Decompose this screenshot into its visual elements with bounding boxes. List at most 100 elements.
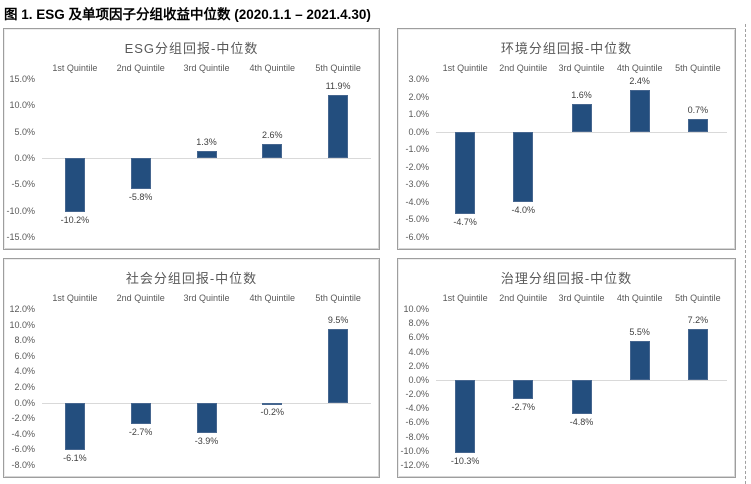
category-label: 1st Quintile [52, 63, 98, 73]
data-label: 2.4% [629, 75, 650, 86]
y-axis-tick-label: 12.0% [9, 304, 35, 314]
y-axis-tick-label: -8.0% [405, 431, 429, 442]
y-axis-tick-label: 4.0% [408, 346, 429, 357]
bar [629, 89, 650, 132]
category-label: 5th Quintile [315, 63, 361, 73]
y-axis-tick-label: 0.0% [408, 126, 429, 137]
category-label: 3rd Quintile [183, 63, 230, 73]
category-label: 3rd Quintile [183, 293, 230, 303]
chart-social-plot: 12.0% 10.0% 8.0% 6.0% 4.0% 2.0% 0.0% -2.0% -4.0%… [4, 259, 379, 477]
category-label: 4th Quintile [249, 293, 296, 303]
data-label: 11.9% [325, 81, 351, 92]
data-label: -10.3% [450, 455, 480, 466]
data-label: -10.2% [60, 214, 90, 225]
y-axis-tick-label: -4.0% [405, 196, 429, 207]
bar [455, 131, 476, 215]
figure-title: 图 1. ESG 及单项因子分组收益中位数 (2020.1.1 – 2021.4… [4, 7, 371, 22]
data-label: -0.2% [260, 407, 285, 418]
bar [64, 402, 85, 451]
category-label: 3rd Quintile [558, 63, 605, 73]
category-label: 3rd Quintile [558, 293, 605, 303]
bar [130, 402, 151, 424]
y-axis-tick-label: 8.0% [14, 335, 35, 346]
data-label: -2.7% [128, 426, 153, 437]
category-label: 1st Quintile [52, 293, 98, 303]
bar [196, 151, 217, 158]
y-axis-tick-label: 0.0% [408, 374, 429, 385]
chart-esg-title: ESG分组回报-中位数 [124, 41, 259, 56]
bar [455, 379, 476, 453]
zero-gridline [42, 158, 371, 159]
data-label: -2.7% [511, 402, 536, 413]
y-axis-tick-label: 10.0% [9, 319, 35, 330]
y-axis-tick-label: -3.0% [405, 179, 429, 190]
data-label: 2.6% [262, 130, 283, 141]
y-axis-tick-label: 2.0% [14, 382, 35, 392]
chart-environment-title: 环境分组回报-中位数 [500, 41, 633, 56]
y-axis-tick-label: 6.0% [408, 332, 429, 343]
y-axis-tick-label: -8.0% [11, 460, 35, 470]
y-axis-tick-label: 0.0% [14, 397, 35, 408]
category-label: 2nd Quintile [116, 63, 165, 73]
chart-environment-plot: 3.0% 2.0% 1.0% 0.0% -1.0% -2.0% -3.0% -4.0% -5.0… [398, 29, 735, 249]
y-axis-tick-label: 8.0% [408, 318, 429, 329]
bar [687, 328, 708, 380]
chart-governance: 治理分组回报-中位数 10.0% 8.0% 6.0% 4.0% 2.0% 0.0% -2.0… [397, 258, 736, 478]
category-label: 4th Quintile [616, 63, 663, 73]
category-label: 5th Quintile [675, 63, 721, 73]
y-axis-tick-label: -2.0% [405, 161, 429, 172]
data-label: -3.9% [194, 436, 219, 447]
category-label: 2nd Quintile [499, 293, 548, 303]
data-label: 1.3% [196, 137, 217, 148]
chart-social-title: 社会分组回报-中位数 [125, 271, 258, 286]
bar [328, 95, 349, 158]
data-label: 7.2% [687, 314, 709, 325]
bar [130, 158, 151, 189]
y-axis-tick-label: 4.0% [14, 366, 35, 377]
y-axis-tick-label: 2.0% [408, 91, 429, 102]
bar [571, 379, 592, 414]
y-axis-tick-label: -1.0% [405, 144, 429, 155]
y-axis-tick-label: -5.0% [11, 179, 35, 190]
y-axis-tick-label: 0.0% [14, 153, 35, 163]
data-label: -6.1% [63, 453, 87, 464]
y-axis-tick-label: 5.0% [14, 126, 35, 137]
category-label: 5th Quintile [675, 293, 721, 303]
y-axis-tick-label: -6.0% [405, 417, 429, 428]
data-label: -4.7% [453, 217, 477, 228]
category-label: 4th Quintile [616, 293, 663, 303]
y-axis-tick-label: -2.0% [405, 389, 429, 400]
bar [513, 379, 534, 400]
bar [328, 328, 349, 403]
bar [262, 144, 283, 158]
chart-environment: 环境分组回报-中位数 3.0% 2.0% 1.0% 0.0% -1.0% -2.0% -3.… [397, 28, 736, 250]
y-axis-tick-label: -4.0% [11, 428, 35, 439]
y-axis-tick-label: 2.0% [408, 360, 429, 371]
data-label: 5.5% [629, 326, 650, 337]
category-label: 4th Quintile [249, 63, 296, 73]
category-label: 2nd Quintile [116, 293, 165, 303]
chart-esg: ESG分组回报-中位数 15.0% 10.0% 5.0% 0.0% -5.0% -10.0… [3, 28, 380, 250]
bar [571, 103, 592, 132]
y-axis-tick-label: -10.0% [6, 205, 35, 216]
data-label: 9.5% [327, 314, 349, 325]
y-axis-tick-label: 10.0% [9, 100, 35, 111]
chart-governance-plot: 10.0% 8.0% 6.0% 4.0% 2.0% 0.0% -2.0% -4.0% -6.0%… [398, 259, 735, 477]
bar [64, 158, 85, 212]
bar [629, 340, 650, 380]
bar [687, 119, 708, 132]
y-axis-tick-label: -12.0% [400, 460, 429, 470]
category-label: 5th Quintile [315, 293, 361, 303]
y-axis-tick-label: 3.0% [408, 74, 429, 84]
y-axis-tick-label: -5.0% [405, 214, 429, 225]
bar [513, 131, 534, 202]
y-axis-tick-label: 1.0% [408, 109, 429, 120]
bar [196, 402, 217, 433]
data-label: -4.0% [511, 204, 536, 215]
chart-social: 社会分组回报-中位数 12.0% 10.0% 8.0% 6.0% 4.0% 2.0% 0.0… [3, 258, 380, 478]
y-axis-tick-label: -6.0% [11, 444, 35, 455]
bar [262, 402, 283, 405]
y-axis-tick-label: 15.0% [9, 74, 35, 84]
category-label: 1st Quintile [442, 293, 488, 303]
